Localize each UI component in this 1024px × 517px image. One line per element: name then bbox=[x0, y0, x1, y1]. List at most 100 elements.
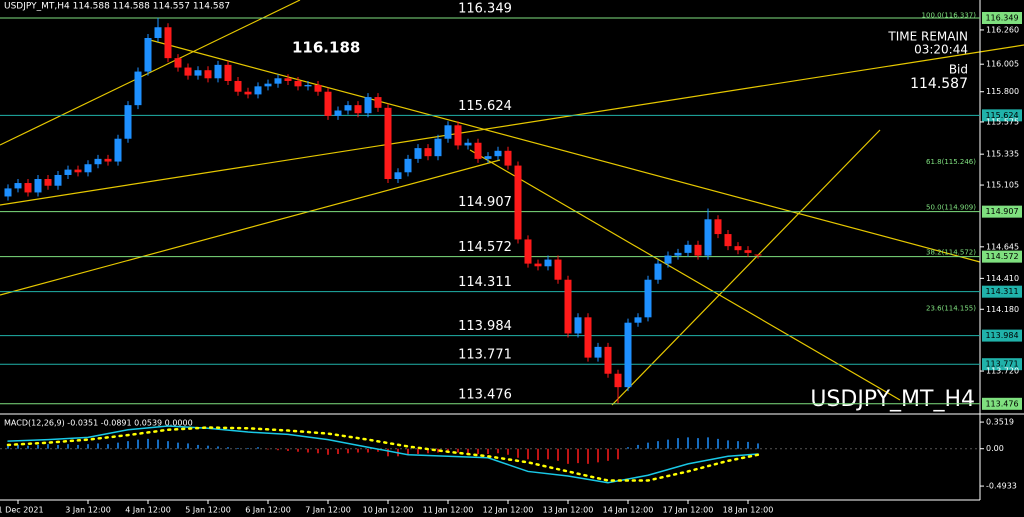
x-tick-label: 11 Jan 12:00 bbox=[423, 506, 474, 515]
level-price-label: 113.771 bbox=[985, 360, 1018, 369]
x-tick-label: 12 Jan 12:00 bbox=[483, 506, 534, 515]
candle-body bbox=[474, 142, 482, 159]
candle-body bbox=[614, 373, 622, 388]
level-price-box bbox=[982, 285, 1022, 298]
level-price-label: 113.984 bbox=[985, 331, 1018, 340]
y-tick-label: 115.800 bbox=[986, 87, 1019, 96]
y-tick-label: 0.00 bbox=[986, 444, 1004, 453]
trendline bbox=[0, 0, 301, 146]
candle-body bbox=[414, 148, 422, 159]
candle-body bbox=[304, 85, 312, 87]
candle-body bbox=[624, 322, 632, 388]
level-price-box bbox=[982, 11, 1022, 24]
candle-body bbox=[684, 244, 692, 253]
level-label: 114.907 bbox=[458, 195, 512, 210]
candle-body bbox=[634, 317, 642, 323]
candle-body bbox=[544, 259, 552, 267]
level-price-box bbox=[982, 358, 1022, 371]
level-price-box bbox=[982, 397, 1022, 410]
watermark: USDJPY_MT_H4 bbox=[810, 387, 975, 412]
candle-body bbox=[714, 219, 722, 235]
countdown: 03:20:44 bbox=[914, 43, 968, 57]
x-tick-label: 14 Jan 12:00 bbox=[603, 506, 654, 515]
x-tick-label: 5 Jan 12:00 bbox=[185, 506, 231, 515]
trendline bbox=[149, 39, 981, 263]
x-tick-label: 10 Jan 12:00 bbox=[363, 506, 414, 515]
level-price-box bbox=[982, 109, 1022, 122]
candle-body bbox=[484, 156, 492, 159]
candle-body bbox=[574, 317, 582, 334]
level-price-label: 116.349 bbox=[985, 13, 1018, 22]
level-label: 113.476 bbox=[458, 387, 512, 402]
candle-body bbox=[24, 183, 32, 193]
candle-body bbox=[274, 78, 282, 84]
y-tick-label: 115.575 bbox=[986, 117, 1019, 126]
x-tick-label: 31 Dec 2021 bbox=[0, 506, 44, 515]
candle-body bbox=[754, 254, 762, 256]
level-price-box bbox=[982, 205, 1022, 218]
candle-body bbox=[174, 58, 182, 68]
candle-body bbox=[54, 174, 62, 186]
x-tick-label: 4 Jan 12:00 bbox=[125, 506, 171, 515]
y-tick-label: 116.005 bbox=[986, 60, 1019, 69]
candle-body bbox=[114, 138, 122, 162]
candle-body bbox=[14, 183, 22, 189]
fib-label: 100.0(116.337) bbox=[922, 12, 977, 20]
level-label: 114.572 bbox=[458, 240, 512, 255]
candle-body bbox=[504, 150, 512, 166]
y-tick-label: 114.410 bbox=[986, 274, 1019, 283]
candle-body bbox=[4, 188, 12, 197]
trendline bbox=[469, 149, 901, 401]
candle-body bbox=[224, 64, 232, 81]
candle-body bbox=[194, 70, 202, 76]
candle-body bbox=[444, 125, 452, 139]
candle-body bbox=[124, 105, 132, 139]
macd-header: MACD(12,26,9) -0.0351 -0.0891 0.0539 0.0… bbox=[4, 419, 193, 428]
y-tick-label: 116.260 bbox=[986, 25, 1019, 34]
trendline bbox=[0, 44, 1024, 206]
y-tick-label: 115.335 bbox=[986, 150, 1019, 159]
candle-body bbox=[214, 64, 222, 79]
level-price-label: 115.624 bbox=[985, 111, 1018, 120]
candle-body bbox=[334, 110, 342, 116]
candle-body bbox=[454, 125, 462, 146]
fib-label: 38.2(114.572) bbox=[926, 249, 976, 257]
x-tick-label: 18 Jan 12:00 bbox=[723, 506, 774, 515]
candle-body bbox=[464, 142, 472, 146]
level-label: 113.984 bbox=[458, 319, 512, 334]
annotation: 116.188 bbox=[292, 39, 360, 57]
candle-body bbox=[104, 158, 112, 162]
candle-body bbox=[674, 252, 682, 256]
candle-body bbox=[604, 346, 612, 374]
x-tick-label: 17 Jan 12:00 bbox=[663, 506, 714, 515]
fib-label: 50.0(114.909) bbox=[926, 203, 976, 211]
candle-body bbox=[724, 234, 732, 247]
candle-body bbox=[294, 80, 302, 87]
candle-body bbox=[64, 169, 72, 175]
candle-body bbox=[284, 78, 292, 81]
signal-line bbox=[6, 426, 760, 482]
candle-body bbox=[404, 158, 412, 173]
candle-body bbox=[364, 97, 372, 114]
candle-body bbox=[734, 246, 742, 251]
level-price-label: 114.907 bbox=[985, 207, 1018, 216]
candle-body bbox=[184, 67, 192, 76]
y-tick-label: 114.645 bbox=[986, 242, 1019, 251]
candle-body bbox=[264, 83, 272, 87]
candle-body bbox=[694, 244, 702, 256]
candle-body bbox=[164, 27, 172, 59]
x-tick-label: 6 Jan 12:00 bbox=[245, 506, 291, 515]
level-price-label: 114.572 bbox=[985, 252, 1018, 261]
candle-body bbox=[534, 263, 542, 267]
candle-body bbox=[204, 70, 212, 79]
candle-body bbox=[664, 255, 672, 264]
level-label: 115.624 bbox=[458, 99, 512, 114]
level-label: 116.349 bbox=[458, 1, 512, 16]
candle-body bbox=[44, 179, 52, 186]
bid-label: Bid bbox=[949, 63, 968, 77]
chart-header: USDJPY_MT,H4 114.588 114.588 114.557 114… bbox=[4, 2, 230, 12]
y-tick-label: 115.105 bbox=[986, 181, 1019, 190]
x-tick-label: 7 Jan 12:00 bbox=[305, 506, 351, 515]
candle-body bbox=[554, 259, 562, 280]
